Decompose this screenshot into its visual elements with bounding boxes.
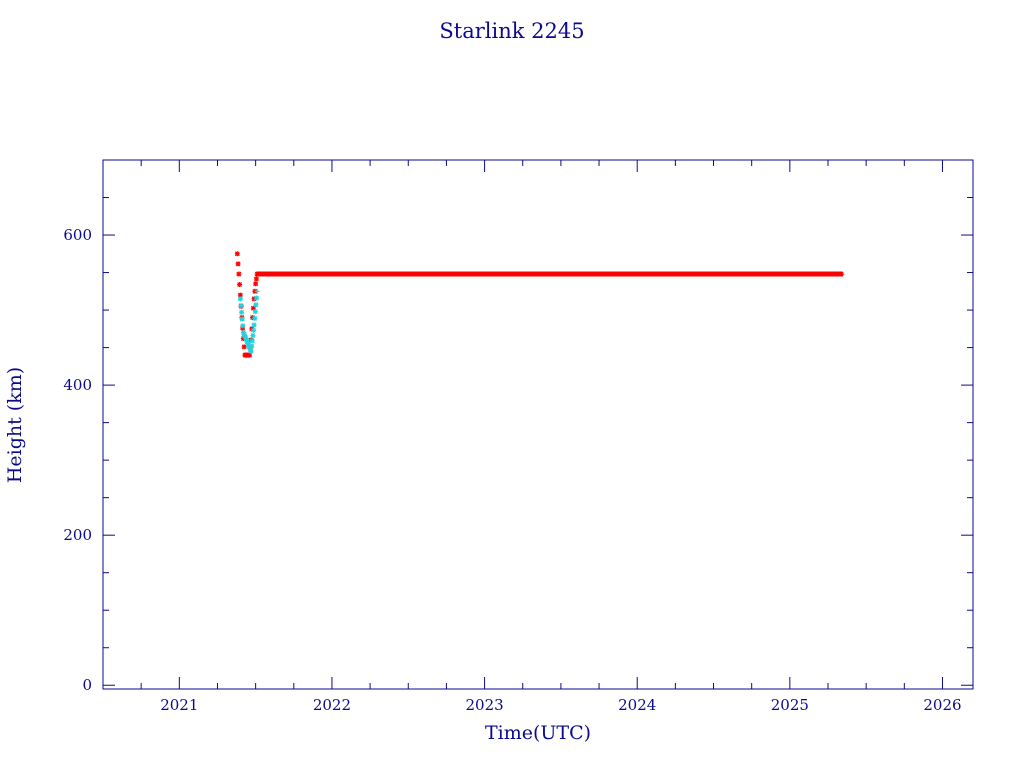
x-tick-label: 2026 <box>923 696 961 714</box>
data-point <box>235 261 241 267</box>
data-point <box>249 343 255 349</box>
data-point <box>242 333 248 339</box>
data-point <box>237 292 243 298</box>
data-point <box>239 316 245 322</box>
data-point <box>251 296 257 302</box>
data-point <box>244 337 250 343</box>
data-point <box>244 339 250 345</box>
data-point <box>246 344 252 350</box>
data-point <box>246 342 252 348</box>
data-point <box>839 271 845 277</box>
data-point <box>251 322 257 328</box>
data-point <box>247 347 253 353</box>
data-point <box>254 295 260 301</box>
y-tick-label: 400 <box>63 376 92 394</box>
data-point <box>250 305 256 311</box>
data-point <box>241 344 247 350</box>
data-point <box>241 331 247 337</box>
data-point <box>253 302 259 308</box>
x-tick-label: 2023 <box>465 696 503 714</box>
data-point <box>239 309 245 315</box>
data-point <box>238 303 244 309</box>
y-tick-label: 0 <box>82 676 92 694</box>
x-tick-label: 2025 <box>771 696 809 714</box>
y-tick-label: 200 <box>63 526 92 544</box>
axis-ticks: 2021 2022 2023 2024 2025 2026 0 200 400 600 <box>63 160 973 714</box>
y-axis-title: Height (km) <box>4 367 26 483</box>
data-point <box>243 336 249 342</box>
data-point <box>237 296 243 302</box>
data-point <box>237 282 243 288</box>
x-tick-label: 2022 <box>313 696 351 714</box>
x-tick-label: 2024 <box>618 696 656 714</box>
data-point <box>252 315 258 321</box>
x-axis-title: Time(UTC) <box>485 722 591 744</box>
data-point <box>247 352 253 358</box>
plot-frame <box>102 159 974 690</box>
data-point <box>236 271 242 277</box>
y-tick-label: 600 <box>63 226 92 244</box>
data-point <box>240 330 246 336</box>
data-point <box>253 281 259 287</box>
data-point <box>250 333 256 339</box>
data-point <box>250 315 256 321</box>
x-tick-label: 2021 <box>160 696 198 714</box>
data-point <box>249 338 255 344</box>
data-point <box>245 341 251 347</box>
data-point <box>254 288 260 294</box>
data-points <box>234 251 845 358</box>
data-point <box>247 345 253 351</box>
data-point <box>252 309 258 315</box>
data-point <box>242 334 248 340</box>
data-point <box>248 348 254 354</box>
data-point <box>250 327 256 333</box>
chart-title: Starlink 2245 <box>439 19 584 43</box>
data-point <box>253 276 259 282</box>
data-point <box>234 251 240 257</box>
data-point <box>240 323 246 329</box>
